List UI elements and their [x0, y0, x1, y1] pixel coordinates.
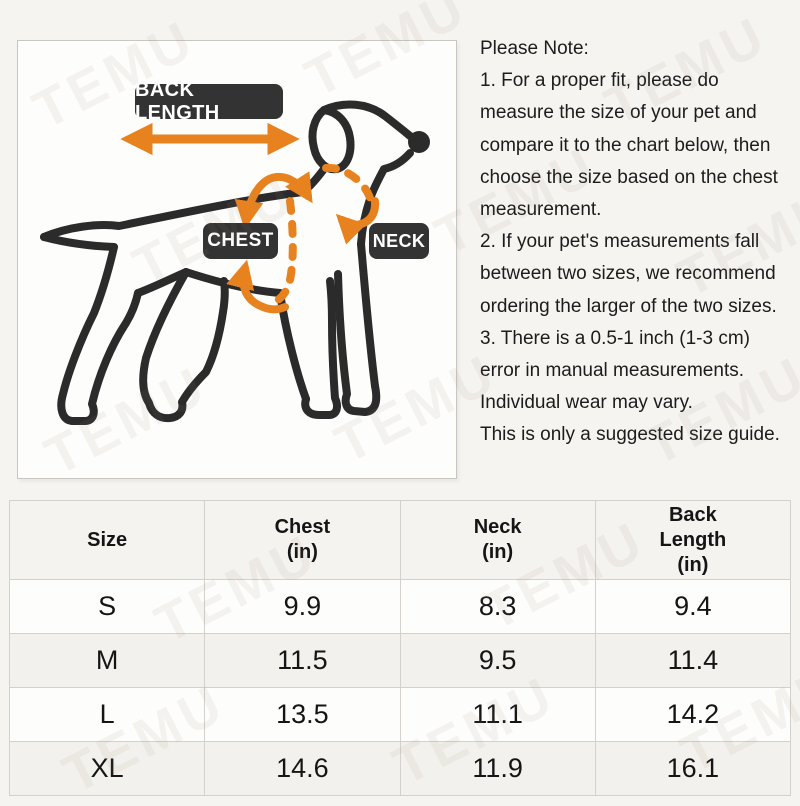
cell-back-length: 16.1	[594, 741, 792, 796]
column-header-neck: Neck (in)	[399, 500, 596, 580]
table-row: L 13.5 11.1 14.2	[8, 687, 792, 742]
cell-chest: 14.6	[204, 741, 401, 796]
table-row: XL 14.6 11.9 16.1	[8, 741, 792, 796]
note-line: error in manual measurements.	[480, 360, 744, 382]
cell-size: M	[8, 633, 206, 688]
cell-chest: 11.5	[204, 633, 401, 688]
note-line: measurement.	[480, 199, 602, 221]
note-line: choose the size based on the chest	[480, 166, 778, 188]
note-text-block: Please Note: 1. For a proper fit, please…	[480, 33, 780, 452]
neck-label: NECK	[369, 223, 429, 259]
note-line: This is only a suggested size guide.	[480, 424, 780, 446]
cell-chest: 13.5	[204, 687, 401, 742]
size-chart-table: Size Chest (in) Neck (in) Back Length (i…	[8, 500, 792, 796]
chest-measurement-arrows	[226, 171, 313, 314]
cell-neck: 9.5	[399, 633, 596, 688]
dog-measurement-diagram: BACK LENGTH CHEST NECK	[17, 40, 457, 479]
dog-illustration	[40, 100, 430, 425]
column-header-size: Size	[8, 500, 206, 580]
chest-label: CHEST	[203, 223, 278, 259]
cell-size: S	[8, 579, 206, 634]
column-header-back-length: Back Length (in)	[594, 500, 792, 580]
cell-neck: 11.1	[399, 687, 596, 742]
note-line: ordering the larger of the two sizes.	[480, 295, 777, 317]
table-row: M 11.5 9.5 11.4	[8, 633, 792, 688]
table-row: S 9.9 8.3 9.4	[8, 579, 792, 634]
note-line: 1. For a proper fit, please do	[480, 70, 719, 92]
cell-chest: 9.9	[204, 579, 401, 634]
column-header-chest: Chest (in)	[204, 500, 401, 580]
neck-measurement-arrows	[322, 163, 380, 245]
cell-size: XL	[8, 741, 206, 796]
note-line: compare it to the chart below, then	[480, 134, 771, 156]
cell-back-length: 11.4	[594, 633, 792, 688]
note-line: Please Note:	[480, 38, 589, 59]
cell-neck: 8.3	[399, 579, 596, 634]
cell-back-length: 9.4	[594, 579, 792, 634]
note-line: 3. There is a 0.5-1 inch (1-3 cm)	[480, 327, 750, 349]
cell-back-length: 14.2	[594, 687, 792, 742]
dog-outline-drawing	[40, 100, 430, 425]
note-line: measure the size of your pet and	[480, 102, 757, 124]
note-line: 2. If your pet's measurements fall	[480, 231, 760, 253]
note-line: Individual wear may vary.	[480, 392, 693, 414]
note-line: between two sizes, we recommend	[480, 263, 776, 285]
cell-neck: 11.9	[399, 741, 596, 796]
cell-size: L	[8, 687, 206, 742]
back-length-label: BACK LENGTH	[135, 79, 283, 124]
size-chart-header-row: Size Chest (in) Neck (in) Back Length (i…	[8, 500, 792, 580]
dog-nose	[408, 131, 430, 153]
